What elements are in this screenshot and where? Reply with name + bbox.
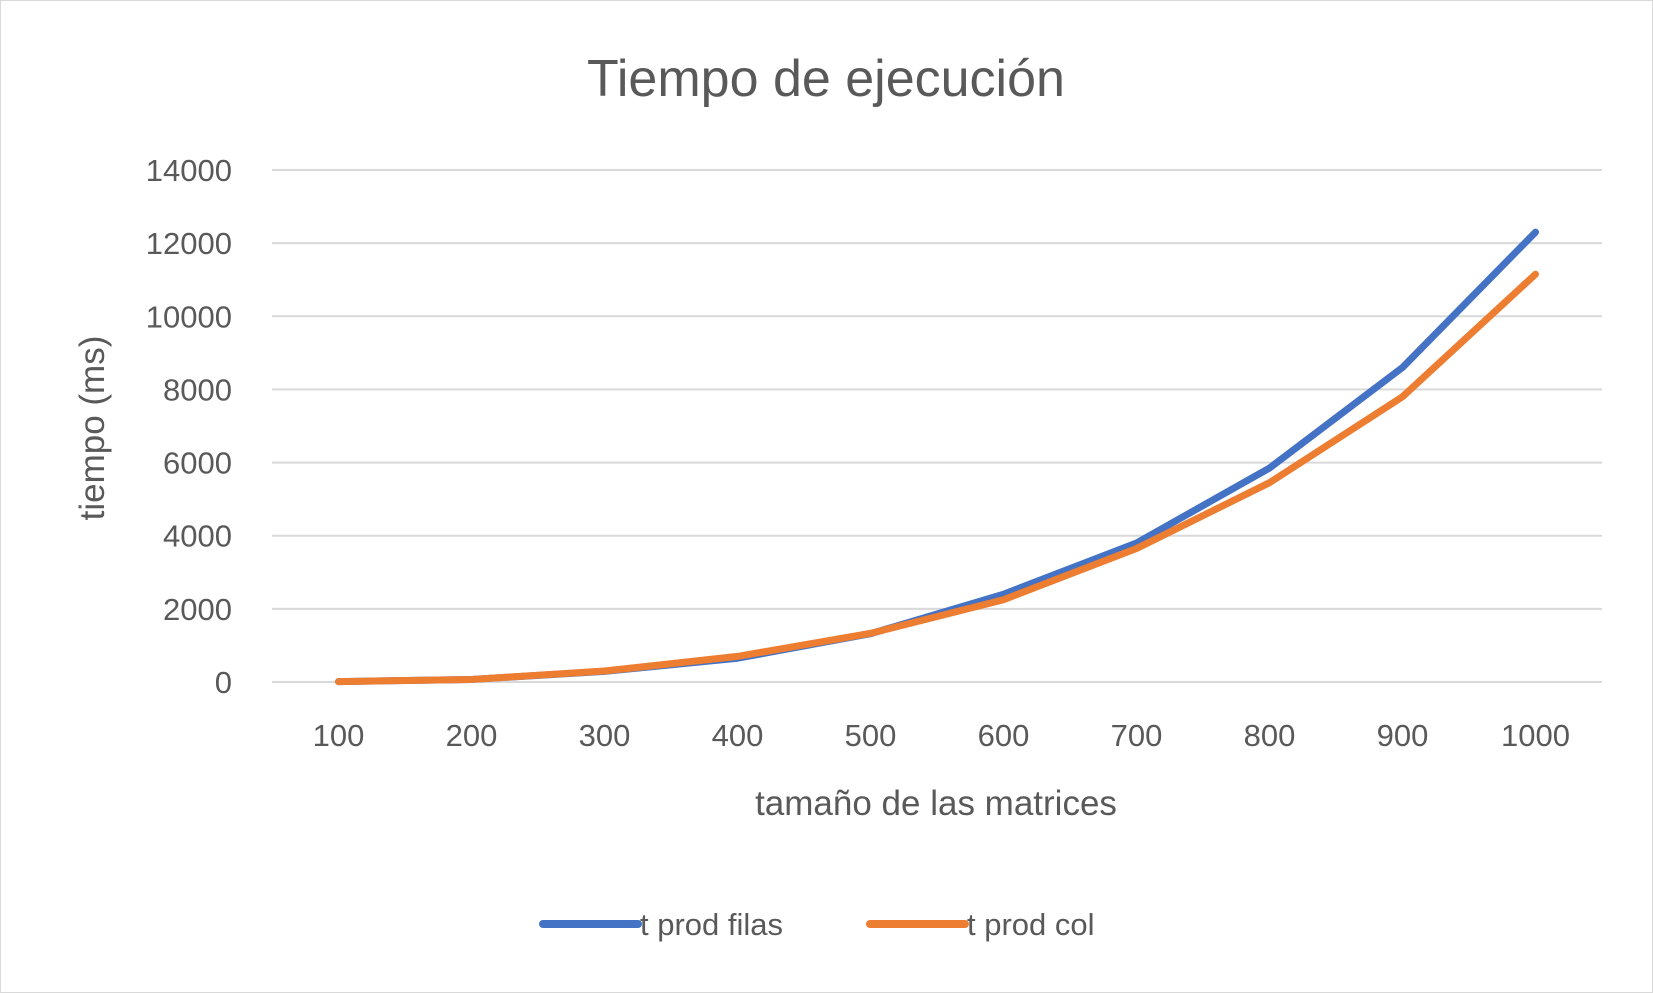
gridlines (272, 169, 1602, 683)
y-tick-label: 6000 (163, 446, 232, 481)
x-tick-label: 700 (1111, 718, 1163, 753)
y-tick-label: 10000 (146, 299, 232, 334)
x-axis-ticks: 100 200 300 400 500 600 700 800 900 1000 (313, 718, 1570, 753)
x-tick-label: 900 (1377, 718, 1429, 753)
legend-label: t prod filas (640, 907, 783, 942)
y-tick-label: 12000 (146, 226, 232, 261)
x-tick-label: 1000 (1501, 718, 1570, 753)
y-tick-label: 14000 (146, 153, 232, 188)
x-tick-label: 200 (446, 718, 498, 753)
x-tick-label: 100 (313, 718, 365, 753)
x-tick-label: 800 (1244, 718, 1296, 753)
x-tick-label: 600 (978, 718, 1030, 753)
y-tick-label: 0 (215, 665, 232, 700)
x-tick-label: 400 (712, 718, 764, 753)
legend-label: t prod col (967, 907, 1095, 942)
y-axis-ticks: 0 2000 4000 6000 8000 10000 12000 14000 (146, 153, 232, 700)
x-axis-title: tamaño de las matrices (755, 784, 1117, 823)
y-axis-title: tiempo (ms) (73, 336, 112, 521)
x-tick-label: 300 (579, 718, 631, 753)
y-tick-label: 8000 (163, 372, 232, 407)
series-line-2 (335, 270, 1539, 686)
y-tick-label: 4000 (163, 519, 232, 554)
y-tick-label: 2000 (163, 592, 232, 627)
x-tick-label: 500 (845, 718, 897, 753)
series-lines (335, 228, 1539, 686)
legend: t prod filas t prod col (539, 907, 1095, 942)
chart-title: Tiempo de ejecución (587, 50, 1065, 108)
